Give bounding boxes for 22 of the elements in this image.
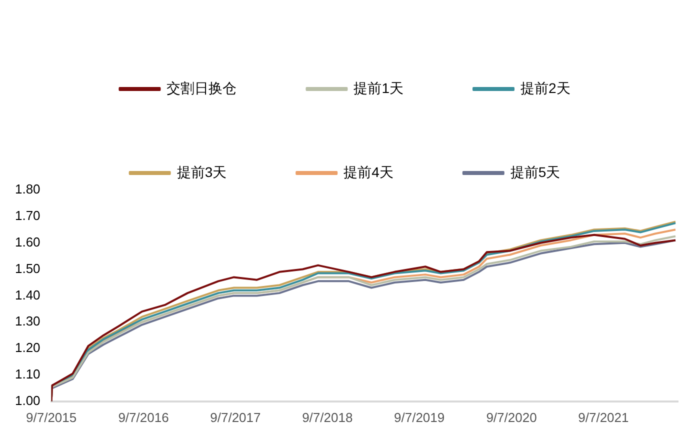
legend-label: 提前2天: [520, 80, 570, 96]
y-tick-label: 1.70: [14, 208, 40, 224]
y-tick-label: 1.10: [14, 366, 40, 382]
x-tick-label: 9/7/2018: [302, 410, 353, 425]
x-tick-label: 9/7/2015: [26, 410, 77, 425]
legend-label: 交割日换仓: [166, 80, 237, 96]
legend-label: 提前5天: [510, 164, 560, 180]
y-tick-label: 1.30: [14, 314, 40, 329]
x-tick-label: 9/7/2016: [118, 410, 169, 425]
y-tick-label: 1.00: [14, 392, 40, 408]
legend-label: 提前3天: [176, 164, 227, 180]
y-tick-label: 1.50: [14, 260, 40, 276]
x-tick-label: 9/7/2019: [394, 410, 445, 425]
y-tick-label: 1.60: [14, 234, 40, 250]
x-tick-label: 9/7/2021: [578, 410, 629, 425]
x-tick-label: 9/7/2017: [210, 410, 261, 425]
y-tick-label: 1.40: [14, 287, 40, 302]
y-tick-label: 1.20: [14, 340, 40, 356]
legend-label: 提前1天: [354, 80, 404, 96]
y-tick-label: 1.80: [14, 182, 40, 197]
x-tick-label: 9/7/2020: [486, 410, 537, 425]
legend-label: 提前4天: [344, 164, 394, 180]
